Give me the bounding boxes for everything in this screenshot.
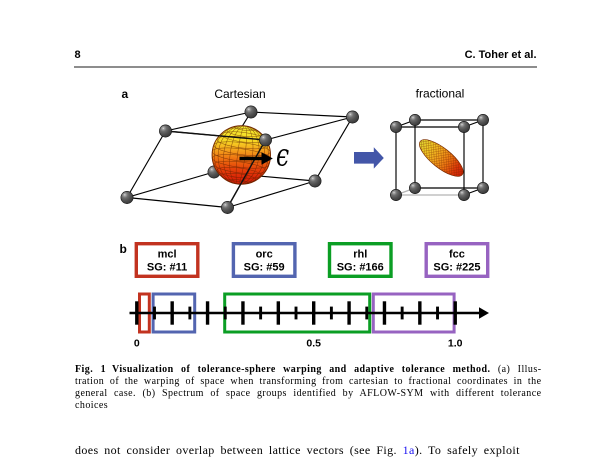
figure-reference-link[interactable]: 1a bbox=[402, 442, 415, 457]
caption-line-3: general case. (b) Spectrum of space grou… bbox=[75, 388, 542, 399]
sg-box-lattice-label: fcc bbox=[449, 249, 465, 261]
running-head-authors: C. Toher et al. bbox=[464, 48, 537, 61]
caption-line-2: tration of the warping of space when tra… bbox=[75, 376, 542, 387]
sg-box-lattice-label: rhl bbox=[353, 249, 367, 261]
sg-box-lattice-label: mcl bbox=[158, 249, 177, 261]
caption-fig-label: Fig. 1 bbox=[75, 364, 107, 375]
caption-title: Visualization of tolerance-sphere warpin… bbox=[112, 364, 491, 375]
epsilon-symbol: ϵ bbox=[276, 139, 289, 174]
panel-a-label: a bbox=[122, 87, 129, 101]
cartesian-label: Cartesian bbox=[214, 87, 265, 101]
axis-tick-label-0.5: 0.5 bbox=[306, 338, 321, 350]
sg-box-number-label: SG: #59 bbox=[244, 262, 285, 274]
caption-line-4: choices bbox=[75, 400, 109, 411]
figure-caption: Fig. 1 Visualization of tolerance-sphere … bbox=[75, 364, 542, 412]
axis-tick-label-0: 0 bbox=[134, 338, 140, 350]
sg-box-number-label: SG: #225 bbox=[433, 262, 480, 274]
panel-b-label: b bbox=[120, 242, 127, 256]
tolerance-sphere bbox=[211, 125, 271, 185]
axis-arrowhead bbox=[479, 307, 489, 319]
page-number: 8 bbox=[74, 48, 81, 61]
body-after-ref: ). To safely exploit bbox=[414, 442, 520, 457]
body-before-ref: does not consider overlap between lattic… bbox=[75, 442, 403, 457]
sg-box-number-label: SG: #11 bbox=[147, 262, 187, 274]
axis-tick-label-1.0: 1.0 bbox=[448, 338, 463, 350]
cube-atoms bbox=[390, 114, 489, 201]
transform-arrow bbox=[354, 147, 384, 169]
front-cell-edges bbox=[165, 130, 267, 208]
epsilon-arrow bbox=[239, 152, 273, 165]
caption-line-1: Fig. 1 Visualization of tolerance-sphere … bbox=[75, 364, 542, 376]
fractional-cell-drawing bbox=[395, 119, 484, 196]
fractional-label: fractional bbox=[416, 86, 465, 100]
sg-box-number-label: SG: #166 bbox=[337, 262, 384, 274]
caption-line1-rest: (a) Illus- bbox=[497, 364, 542, 375]
body-text-line: does not consider overlap between lattic… bbox=[75, 443, 542, 457]
lattice-atoms bbox=[120, 105, 359, 214]
header-rule bbox=[74, 66, 537, 68]
tolerance-axis: 0 0.5 1.0 bbox=[129, 292, 489, 350]
sg-box-lattice-label: orc bbox=[256, 249, 273, 261]
